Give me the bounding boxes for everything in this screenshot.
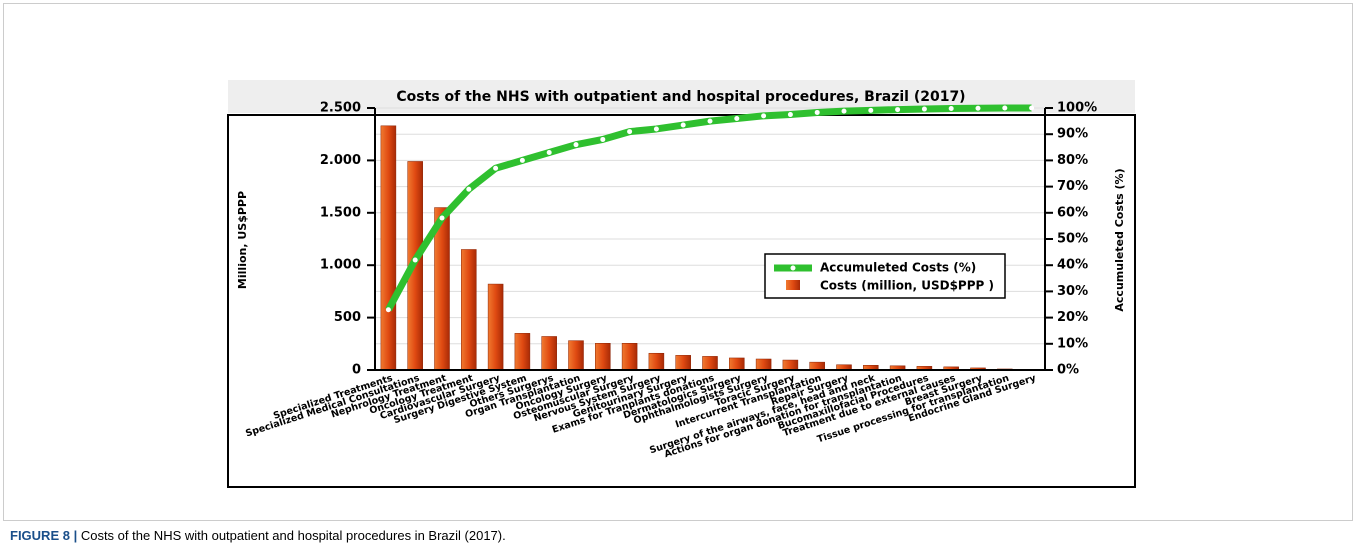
legend-marker	[790, 265, 796, 271]
y-axis-label: Million, US$PPP	[236, 191, 249, 289]
y-tick-label: 1.000	[320, 258, 361, 273]
y2-tick-label: 80%	[1057, 153, 1088, 168]
y-tick-label: 0	[352, 363, 361, 378]
bar	[568, 340, 584, 371]
y-tick-label: 500	[334, 310, 361, 325]
legend-swatch	[786, 280, 800, 290]
line-marker	[573, 142, 579, 148]
line-marker	[466, 186, 472, 192]
bar	[461, 249, 477, 371]
bar	[755, 358, 772, 371]
line-marker	[921, 106, 927, 112]
line-marker	[627, 129, 633, 135]
line-marker	[761, 113, 767, 119]
line-marker	[841, 108, 847, 114]
y2-tick-label: 30%	[1057, 284, 1088, 299]
y-tick-label: 1.500	[320, 205, 361, 220]
bar	[675, 355, 691, 371]
bar	[702, 356, 718, 371]
caption-text: Costs of the NHS with outpatient and hos…	[80, 528, 506, 543]
line-marker	[439, 215, 445, 221]
line-marker	[734, 115, 740, 121]
line-marker	[385, 307, 391, 313]
y2-tick-label: 10%	[1057, 336, 1088, 351]
bar	[782, 359, 799, 371]
y2-tick-label: 90%	[1057, 127, 1088, 142]
caption: FIGURE 8 | Costs of the NHS with outpati…	[10, 528, 506, 543]
bar	[487, 283, 504, 371]
y2-tick-label: 70%	[1057, 179, 1088, 194]
y2-tick-label: 100%	[1057, 101, 1097, 116]
y2-axis-label: Accumuleted Costs (%)	[1113, 168, 1126, 311]
legend-box	[764, 253, 1006, 299]
line-marker	[412, 257, 418, 263]
line-marker	[493, 165, 499, 171]
caption-label: FIGURE 8 |	[10, 528, 78, 543]
bar	[729, 357, 745, 371]
bar	[621, 343, 638, 371]
line-marker	[680, 122, 686, 128]
line-marker	[1002, 105, 1008, 111]
legend-label: Costs (million, USD$PPP )	[820, 279, 994, 293]
y-tick-label: 2.500	[320, 101, 361, 116]
y2-tick-label: 0%	[1057, 363, 1079, 378]
bar	[514, 333, 531, 371]
line-marker	[653, 126, 659, 132]
chart: Costs of the NHS with outpatient and hos…	[227, 80, 1136, 488]
bar	[648, 352, 665, 371]
bar	[595, 343, 611, 371]
line-marker	[814, 109, 820, 115]
y2-tick-label: 40%	[1057, 258, 1088, 273]
legend: Accumuleted Costs (%) Costs (million, USD…	[764, 253, 1006, 299]
line-marker	[975, 105, 981, 111]
y2-tick-label: 20%	[1057, 310, 1088, 325]
line-marker	[546, 150, 552, 156]
bar	[380, 125, 397, 371]
chart-title: Costs of the NHS with outpatient and hos…	[396, 89, 965, 105]
y-tick-label: 2.000	[320, 153, 361, 168]
legend-label: Accumuleted Costs (%)	[820, 261, 976, 275]
line-marker	[787, 112, 793, 118]
line-marker	[868, 107, 874, 113]
line-marker	[707, 118, 713, 124]
bar	[541, 336, 557, 371]
line-marker	[895, 107, 901, 113]
y2-tick-label: 60%	[1057, 205, 1088, 220]
line-marker	[519, 157, 525, 163]
y2-tick-label: 50%	[1057, 232, 1088, 247]
line-marker	[600, 136, 606, 142]
line-marker	[1029, 105, 1035, 111]
line-marker	[948, 106, 954, 112]
bar	[809, 361, 825, 371]
figure-frame	[3, 3, 1353, 521]
chart-box	[227, 114, 1136, 488]
